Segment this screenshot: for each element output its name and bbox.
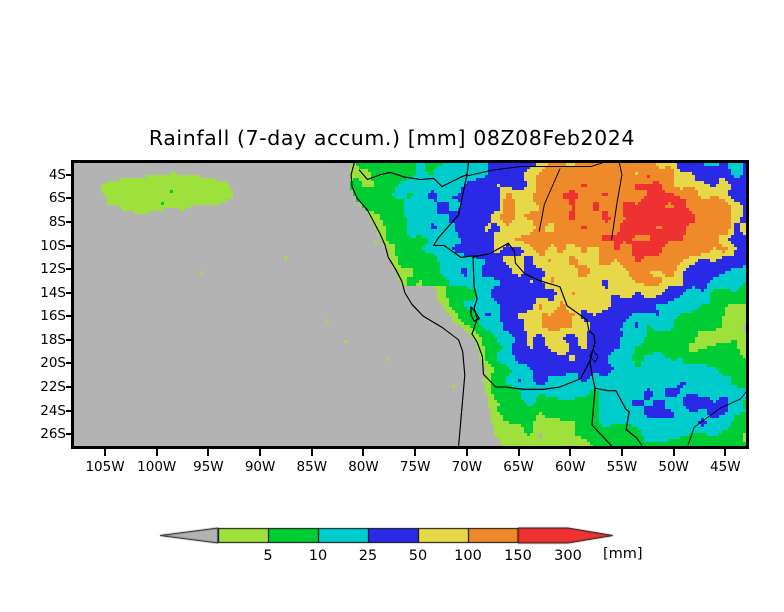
colorbar-tick-label: 10 [308,548,328,564]
y-tick-label: 12S [40,261,66,278]
x-tick-mark [672,449,675,456]
x-tick-label: 95W [193,459,224,475]
x-tick-mark [569,449,572,456]
x-tick-mark [207,449,210,456]
y-tick-label: 10S [40,237,66,254]
colorbar-tick-label: 5 [263,548,273,564]
x-tick-label: 70W [451,459,483,475]
y-tick-label: 14S [40,284,66,301]
y-tick-label: 4S [48,166,66,183]
colorbar: [mm] 5 10 25 50 100 150 300 [155,524,655,574]
y-tick-mark [66,409,72,412]
x-tick-mark [465,449,468,456]
y-tick-mark [66,433,72,436]
x-tick-mark [362,449,365,456]
y-axis: 4S 6S 8S 10S 12S 14S 16S 18S 20S 22S 24S 26S [0,160,72,449]
colorbar-units-label: [mm] [603,546,643,562]
y-tick-label: 16S [40,308,66,325]
colorbar-tick-label: 100 [454,548,482,564]
y-tick-mark [66,338,72,341]
y-tick-mark [66,386,72,389]
x-tick-label: 100W [137,459,177,475]
x-tick-label: 55W [606,459,638,475]
colorbar-canvas [155,524,655,550]
colorbar-tick-label: 150 [504,548,532,564]
x-tick-mark [259,449,262,456]
y-tick-mark [66,291,72,294]
y-tick-mark [66,315,72,318]
rainfall-heatmap-canvas [74,163,746,446]
y-tick-mark [66,268,72,271]
y-tick-mark [66,244,72,247]
y-tick-label: 18S [40,331,66,348]
x-tick-label: 45W [710,459,741,475]
x-tick-label: 90W [244,459,276,475]
x-tick-mark [414,449,417,456]
x-tick-label: 85W [296,459,328,475]
y-tick-mark [66,173,72,176]
y-tick-label: 20S [40,355,66,372]
x-tick-mark [517,449,520,456]
x-tick-label: 60W [554,459,586,475]
y-tick-label: 24S [40,402,66,419]
x-tick-label: 50W [658,459,689,475]
x-tick-mark [620,449,623,456]
y-tick-label: 26S [40,426,66,443]
x-tick-mark [104,449,106,456]
y-tick-mark [66,220,72,223]
y-tick-mark [66,197,72,200]
x-axis: 105W 100W 95W 90W 85W 80W 75W 70W 65W 60W 55W 50W 45… [71,449,749,479]
y-tick-label: 6S [48,190,66,207]
colorbar-tick-label: 25 [358,548,378,564]
y-tick-label: 22S [40,379,66,396]
y-tick-mark [66,362,72,365]
page-title: Rainfall (7-day accum.) [mm] 08Z08Feb202… [148,126,636,150]
x-tick-label: 105W [85,459,125,475]
y-tick-label: 8S [48,213,66,230]
x-tick-mark [155,449,158,456]
x-tick-label: 65W [503,459,534,475]
x-tick-label: 75W [399,459,431,475]
colorbar-tick-label: 50 [408,548,428,564]
map-plot-area [71,160,749,449]
x-tick-mark [310,449,313,456]
x-tick-label: 80W [348,459,379,475]
colorbar-tick-label: 300 [554,548,582,564]
x-tick-mark [724,449,727,456]
